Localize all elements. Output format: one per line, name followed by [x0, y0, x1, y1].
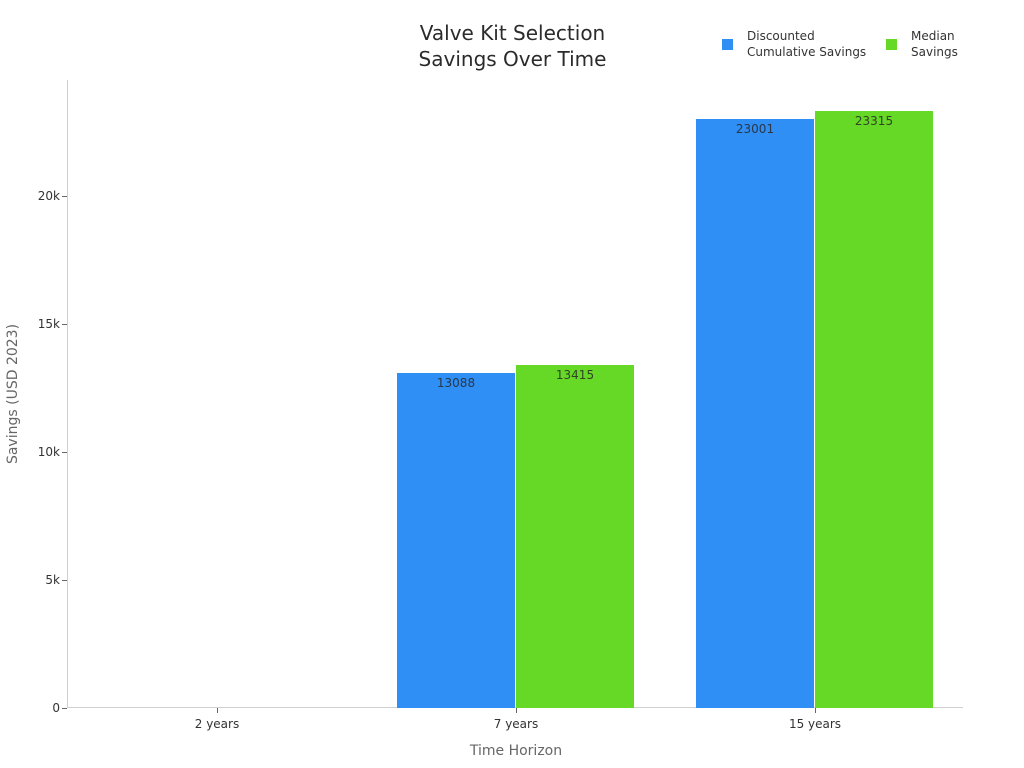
x-tick-mark [515, 708, 517, 713]
bar[interactable]: 23001 [696, 119, 814, 708]
bar[interactable]: 23315 [815, 111, 933, 708]
y-tick: 20k [0, 189, 67, 210]
legend-label: Discounted Cumulative Savings [747, 29, 867, 59]
y-tick: 0 [0, 701, 67, 722]
x-tick-mark [216, 708, 218, 713]
y-tick: 5k [0, 573, 67, 594]
chart-title-line-1: Valve Kit Selection [419, 21, 606, 45]
bar-value-label: 23315 [854, 114, 894, 129]
x-tick-label: 2 years [194, 717, 240, 731]
x-axis-label: Time Horizon [469, 743, 563, 759]
legend-label: Median Savings [911, 29, 958, 59]
chart-title: Valve Kit Selection Savings Over Time [360, 20, 665, 72]
y-tick-label: 15k [37, 317, 60, 331]
y-tick-label: 5k [45, 573, 60, 587]
x-tick-mark [814, 708, 816, 713]
y-axis-label: Savings (USD 2023) [5, 323, 21, 465]
bar-value-label: 13415 [555, 367, 595, 382]
legend-item-discounted[interactable]: Discounted Cumulative Savings [722, 28, 866, 60]
x-tick: 15 years [755, 708, 875, 731]
y-tick-label: 20k [37, 189, 60, 203]
bar-value-label: 13088 [436, 375, 476, 390]
x-axis-line [67, 707, 963, 708]
y-axis-line [67, 80, 68, 708]
y-tick-mark [62, 452, 67, 453]
x-tick-label: 15 years [788, 717, 842, 731]
bar[interactable]: 13415 [516, 364, 634, 708]
y-tick: 15k [0, 317, 67, 338]
chart-title-line-2: Savings Over Time [418, 47, 607, 71]
x-tick: 2 years [157, 708, 277, 731]
y-tick: 10k [0, 445, 67, 466]
y-tick-label: 10k [37, 445, 60, 459]
x-tick: 7 years [456, 708, 576, 731]
legend-swatch-blue-icon [722, 39, 733, 50]
y-tick-mark [62, 580, 67, 581]
bar[interactable]: 13088 [397, 372, 515, 708]
legend-item-median[interactable]: Median Savings [886, 28, 958, 60]
y-tick-mark [62, 324, 67, 325]
legend-swatch-green-icon [886, 39, 897, 50]
x-tick-label: 7 years [493, 717, 539, 731]
y-tick-mark [62, 708, 67, 709]
y-tick-label: 0 [52, 701, 60, 715]
y-tick-mark [62, 196, 67, 197]
bar-value-label: 23001 [735, 122, 775, 137]
